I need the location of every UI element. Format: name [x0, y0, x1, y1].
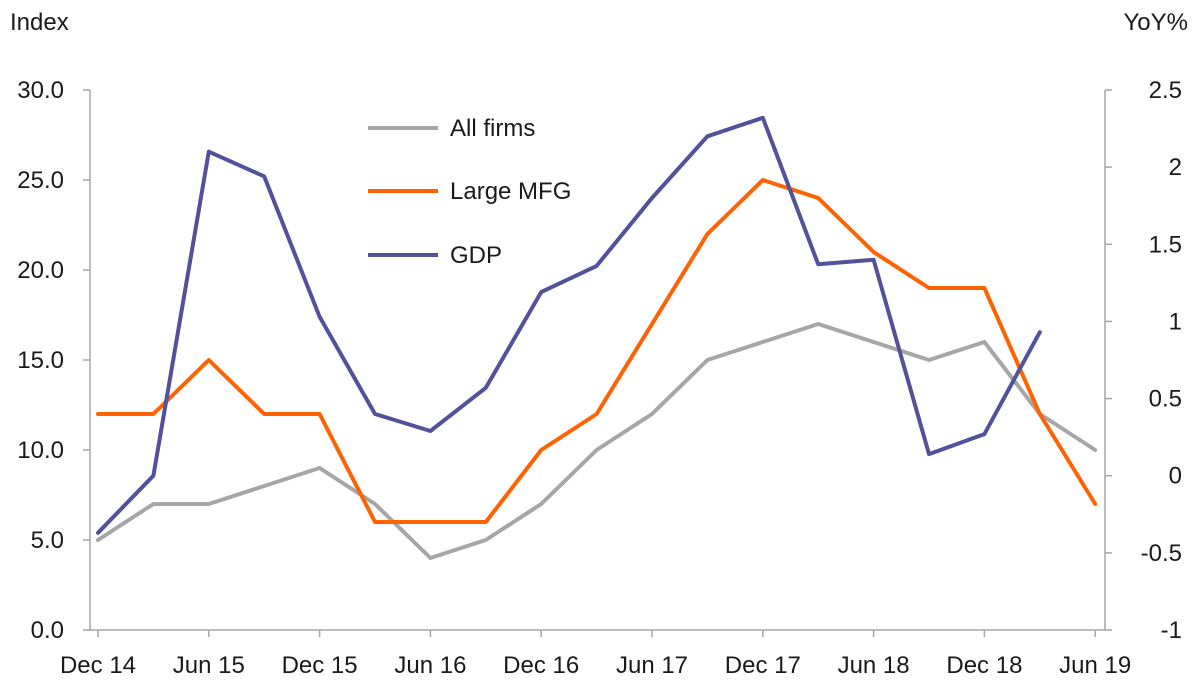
legend-label-large-mfg: Large MFG [450, 178, 571, 205]
x-tick-label: Jun 16 [394, 652, 466, 679]
y-left-tick-label: 20.0 [17, 257, 64, 284]
y-right-tick-label: 2.5 [1149, 77, 1182, 104]
axes [89, 90, 1106, 631]
y-left-tick-label: 15.0 [17, 347, 64, 374]
series-line-large-mfg [96, 178, 1098, 524]
y-axis-left-title: Index [10, 9, 69, 36]
series-lines [96, 115, 1098, 560]
x-tick-label: Jun 19 [1059, 652, 1131, 679]
y-left-tick-label: 0.0 [31, 617, 64, 644]
x-tick-label: Dec 15 [282, 652, 358, 679]
x-tick-label: Jun 17 [616, 652, 688, 679]
y-left-tick-label: 5.0 [31, 527, 64, 554]
x-tick-label: Dec 18 [946, 652, 1022, 679]
legend: All firms Large MFG GDP [368, 115, 571, 269]
legend-label-gdp: GDP [450, 242, 502, 269]
y-left-tick-label: 10.0 [17, 437, 64, 464]
y-axis-right-title: YoY% [1124, 9, 1189, 36]
y-right-tick-label: -0.5 [1141, 540, 1182, 567]
x-axis-ticks: Dec 14 Jun 15 Dec 15 Jun 16 Dec 16 Jun 17 Dec … [60, 630, 1131, 679]
y-right-tick-label: 1.5 [1149, 231, 1182, 258]
y-left-tick-label: 30.0 [17, 77, 64, 104]
legend-label-all-firms: All firms [450, 115, 535, 142]
x-tick-label: Dec 16 [503, 652, 579, 679]
x-tick-label: Jun 18 [838, 652, 910, 679]
y-axis-right-ticks: -1 -0.5 0 0.5 1 1.5 2 2.5 [1105, 77, 1182, 644]
y-right-tick-label: 1 [1169, 308, 1182, 335]
y-right-tick-label: 0 [1169, 463, 1182, 490]
x-tick-label: Dec 14 [60, 652, 136, 679]
x-tick-label: Dec 17 [725, 652, 801, 679]
series-line-all-firms [96, 322, 1098, 560]
y-left-tick-label: 25.0 [17, 167, 64, 194]
y-right-tick-label: 0.5 [1149, 386, 1182, 413]
x-tick-label: Jun 15 [173, 652, 245, 679]
y-right-tick-label: 2 [1169, 154, 1182, 181]
series-line-gdp [96, 115, 1042, 535]
y-axis-left-ticks: 0.0 5.0 10.0 15.0 20.0 25.0 30.0 [17, 77, 90, 644]
y-right-tick-label: -1 [1161, 617, 1182, 644]
